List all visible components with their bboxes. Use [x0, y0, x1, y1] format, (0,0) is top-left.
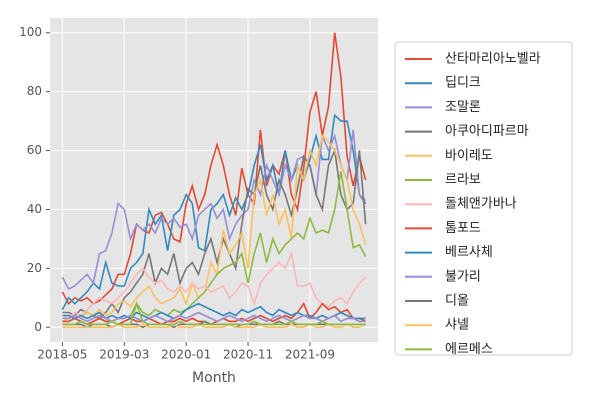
x-tick-label: 2019-03	[99, 348, 149, 362]
legend-label: 불가리	[445, 269, 481, 284]
x-tick-label: 2020-11	[223, 348, 273, 362]
legend	[394, 41, 573, 356]
legend-label: 르라보	[445, 173, 481, 188]
series-line	[62, 301, 366, 326]
legend-label: 아쿠아디파르마	[445, 124, 529, 139]
legend-label: 산타마리아노벨라	[445, 52, 541, 67]
legend-label: 톰포드	[445, 221, 481, 236]
series-line	[62, 250, 367, 320]
y-tick-label: 100	[19, 25, 42, 39]
legend-label: 조말론	[445, 100, 481, 115]
x-tick-label: 2018-05	[37, 348, 87, 362]
y-tick-label: 60	[27, 143, 42, 157]
y-tick-label: 40	[27, 202, 42, 216]
legend-label: 디올	[445, 294, 469, 309]
series-line	[61, 113, 367, 310]
series-line	[62, 323, 366, 329]
legend-label: 샤넬	[445, 318, 469, 333]
series-line	[61, 32, 367, 306]
series-line	[62, 311, 366, 323]
x-axis-label: Month	[192, 370, 236, 386]
x-tick-label: 2020-01	[161, 348, 211, 362]
y-tick-label: 80	[27, 84, 42, 98]
series-line	[62, 134, 367, 323]
legend-label: 에르메스	[445, 342, 493, 357]
plot-area	[50, 18, 378, 342]
legend-label: 베르사체	[445, 245, 493, 260]
legend-label: 돌체앤가바나	[445, 197, 517, 212]
x-tick-label: 2021-09	[285, 348, 335, 362]
y-tick-label: 20	[27, 261, 42, 275]
y-tick-label: 0	[34, 320, 42, 334]
series-line	[62, 147, 367, 320]
legend-label: 딥디크	[445, 76, 481, 91]
legend-label: 바이레도	[445, 148, 493, 163]
